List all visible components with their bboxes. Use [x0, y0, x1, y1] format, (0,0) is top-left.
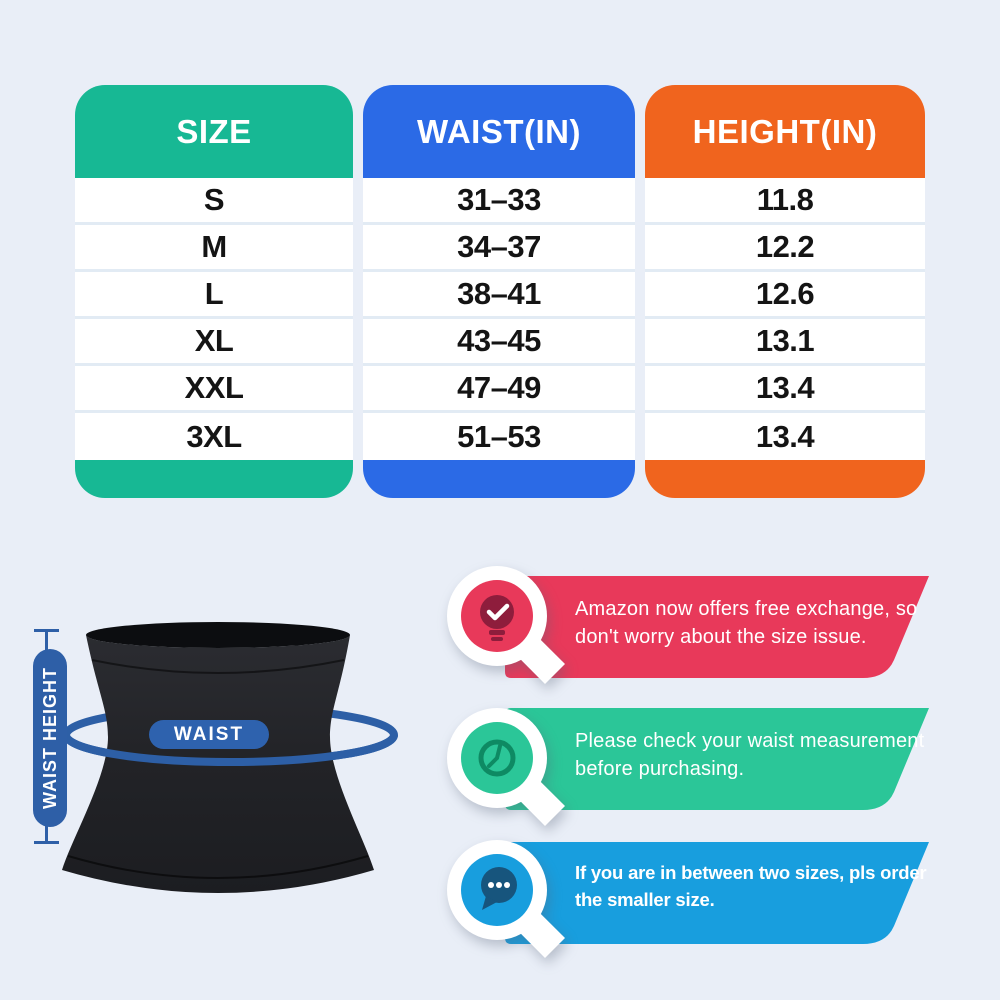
waist-label: WAIST — [149, 720, 269, 749]
callout-badge-blue — [447, 840, 565, 958]
table-cell-size: XXL — [75, 366, 353, 413]
table-cell-waist: 47–49 — [363, 366, 635, 413]
table-cell-waist: 38–41 — [363, 272, 635, 319]
column-header-height: HEIGHT(IN) — [645, 85, 925, 178]
table-cell-height: 13.1 — [645, 319, 925, 366]
table-footer-bar-waist — [363, 460, 635, 498]
table-cell-waist: 51–53 — [363, 413, 635, 460]
callout-banner-green — [505, 708, 929, 810]
table-footer-bar-size — [75, 460, 353, 498]
table-cell-waist: 31–33 — [363, 178, 635, 225]
chat-bubble-icon — [481, 867, 517, 910]
height-measure-top-cap — [34, 629, 59, 632]
table-cell-waist: 34–37 — [363, 225, 635, 272]
table-footer-bar-height — [645, 460, 925, 498]
callout-banner-red — [505, 576, 929, 678]
callout-badge-red — [447, 566, 565, 684]
callout-badge-green — [447, 708, 565, 826]
table-cell-height: 13.4 — [645, 413, 925, 460]
table-cell-size: 3XL — [75, 413, 353, 460]
table-cell-size: XL — [75, 319, 353, 366]
top-seam-line — [91, 659, 345, 674]
waist-height-label: WAIST HEIGHT — [33, 649, 67, 827]
clock-icon — [478, 739, 516, 777]
bottom-seam-line — [67, 855, 369, 879]
table-cell-size: S — [75, 178, 353, 225]
table-cell-height: 12.6 — [645, 272, 925, 319]
column-header-waist: WAIST(IN) — [363, 85, 635, 178]
waist-ellipse-front — [62, 734, 398, 766]
callout-text-measure: Please check your waist measurement befo… — [575, 730, 925, 780]
callout-banner-blue — [505, 842, 929, 944]
table-cell-size: M — [75, 225, 353, 272]
size-table: SIZE WAIST(IN) HEIGHT(IN) S 31–33 11.8 M… — [75, 85, 925, 498]
height-measure-bottom-cap — [34, 841, 59, 844]
waist-trainer-opening — [86, 622, 350, 648]
table-cell-waist: 43–45 — [363, 319, 635, 366]
callout-text-sizing: If you are in between two sizes, pls ord… — [575, 862, 927, 910]
lightbulb-check-icon — [480, 595, 514, 641]
table-cell-height: 12.2 — [645, 225, 925, 272]
table-cell-size: L — [75, 272, 353, 319]
callout-text-exchange: Amazon now offers free exchange, so don'… — [575, 598, 918, 648]
table-cell-height: 13.4 — [645, 366, 925, 413]
column-header-size: SIZE — [75, 85, 353, 178]
table-cell-height: 11.8 — [645, 178, 925, 225]
waist-trainer-illustration — [62, 622, 398, 893]
